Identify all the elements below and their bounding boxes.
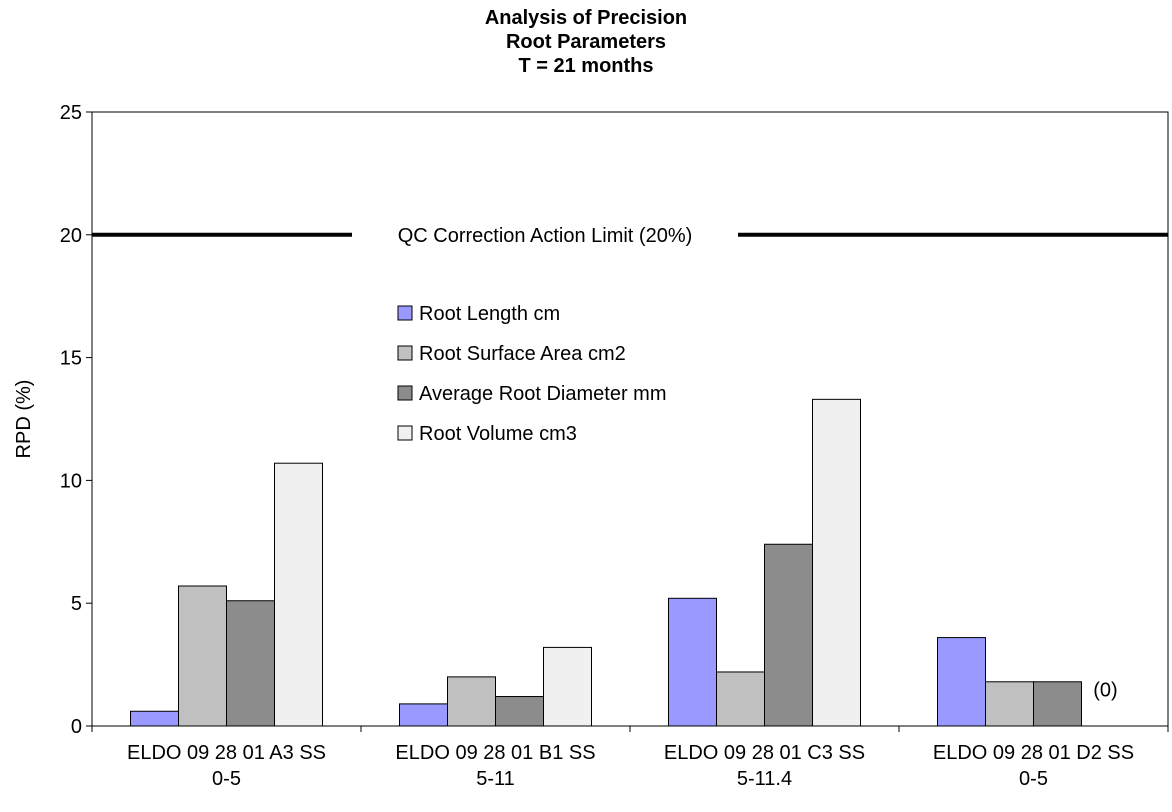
chart-title-line-1: Root Parameters [506,31,666,53]
chart-title-line-2: T = 21 months [518,55,653,77]
bar-0-0 [130,710,179,727]
annotation-0: (0) [1093,680,1117,702]
bar-1-3 [543,646,592,727]
y-tick-label-4: 20 [60,225,82,247]
legend-swatch-0 [397,305,413,321]
bar-2-0 [668,597,717,727]
x-category-label-0-0: ELDO 09 28 01 A3 SS [127,742,326,764]
x-category-label-1-0: ELDO 09 28 01 B1 SS [395,742,595,764]
x-category-label-2-0: ELDO 09 28 01 C3 SS [664,742,865,764]
qc-limit-label: QC Correction Action Limit (20%) [398,225,693,247]
y-tick-label-1: 5 [71,593,82,615]
bar-2-2 [764,543,813,727]
y-axis-title: RPD (%) [13,380,35,459]
legend-label-1: Root Surface Area cm2 [419,343,626,365]
legend-swatch-3 [397,425,413,441]
x-category-label-3-1: 0-5 [1019,768,1048,790]
bar-2-1 [716,671,765,727]
y-tick-label-0: 0 [71,716,82,738]
bar-1-2 [495,696,544,727]
legend-swatch-2 [397,385,413,401]
bar-0-3 [274,462,323,727]
x-category-label-2-1: 5-11.4 [737,768,792,790]
x-category-label-1-1: 5-11 [476,768,515,790]
bar-0-2 [226,600,275,727]
bar-3-1 [985,681,1034,727]
bar-1-0 [399,703,448,727]
chart-title-line-0: Analysis of Precision [485,7,687,29]
y-tick-label-5: 25 [60,102,82,124]
y-tick-label-3: 15 [60,348,82,370]
legend-label-0: Root Length cm [419,303,560,325]
y-tick-label-2: 10 [60,470,82,492]
bar-3-2 [1033,681,1082,727]
legend-label-3: Root Volume cm3 [419,423,577,445]
bar-2-3 [812,398,861,727]
bar-0-1 [178,585,227,727]
bar-1-1 [447,676,496,727]
x-category-label-0-1: 0-5 [212,768,241,790]
legend-swatch-1 [397,345,413,361]
x-category-label-3-0: ELDO 09 28 01 D2 SS [933,742,1134,764]
legend-label-2: Average Root Diameter mm [419,383,667,405]
bar-3-0 [937,637,986,727]
